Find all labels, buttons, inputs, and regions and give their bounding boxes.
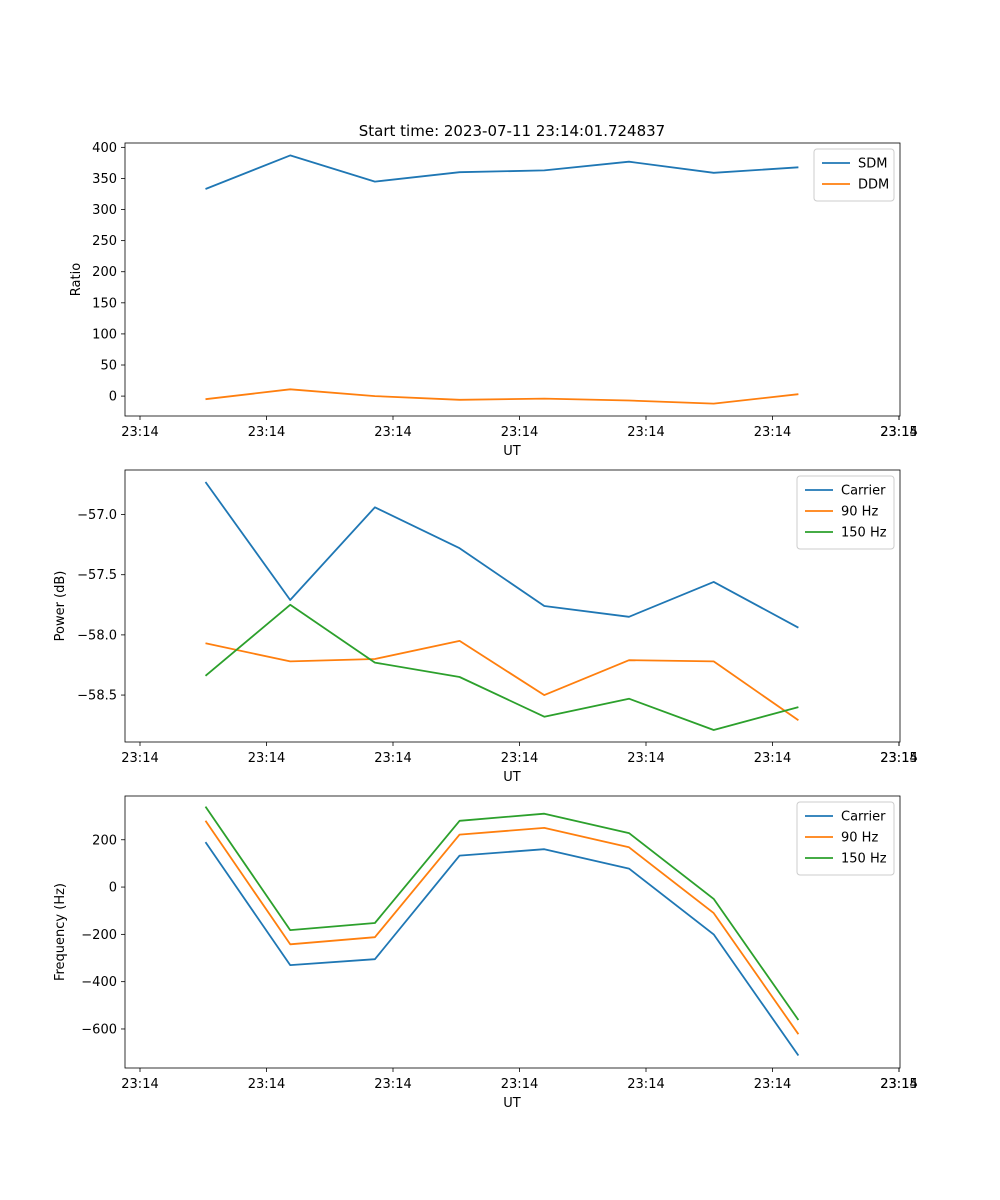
y-tick-label: −400 xyxy=(81,975,117,990)
y-tick-label: 0 xyxy=(109,390,117,405)
legend-entry: 90 Hz xyxy=(841,505,878,520)
series-line-150-hz xyxy=(204,806,800,1021)
x-tick-label: 23:15 xyxy=(880,751,917,766)
x-tick-label: 23:14 xyxy=(754,751,791,766)
x-tick-label: 23:14 xyxy=(501,1077,538,1092)
plot-frame xyxy=(124,795,901,1069)
y-tick-label: 250 xyxy=(92,234,117,249)
legend-entry: 90 Hz xyxy=(841,831,878,846)
y-tick-label: −600 xyxy=(81,1022,117,1037)
y-axis-label: Ratio xyxy=(69,263,84,296)
y-axis-label: Frequency (Hz) xyxy=(53,883,68,981)
x-tick-label: 23:14 xyxy=(627,425,664,440)
legend-entry: Carrier xyxy=(841,810,886,825)
series-line-sdm xyxy=(205,154,799,190)
legend xyxy=(796,801,895,876)
y-tick-label: 300 xyxy=(92,203,117,218)
x-tick-label: 23:14 xyxy=(121,1077,158,1092)
series-line-carrier xyxy=(204,481,799,629)
series-line-90-hz xyxy=(205,640,799,722)
legend-entry: 150 Hz xyxy=(841,526,887,541)
x-tick-label: 23:15 xyxy=(880,425,917,440)
x-tick-label: 23:14 xyxy=(627,751,664,766)
legend xyxy=(796,475,895,550)
y-tick-label: −58.5 xyxy=(77,689,117,704)
x-tick-label: 23:14 xyxy=(374,751,411,766)
series-line-90-hz xyxy=(204,820,800,1035)
y-tick-label: −57.0 xyxy=(77,508,117,523)
x-tick-label: 23:14 xyxy=(880,1077,917,1092)
x-tick-label: 23:14 xyxy=(627,1077,664,1092)
x-tick-label: 23:14 xyxy=(374,425,411,440)
series-line-carrier xyxy=(204,841,800,1057)
chart-panel-2: −58.5 −58.0 −57.5 −57.0 23:14 23:14 23:14 23:14… xyxy=(53,469,918,785)
figure-title: Start time: 2023-07-11 23:14:01.724837 xyxy=(359,122,665,140)
y-tick-label: 350 xyxy=(92,172,117,187)
x-axis-label: UT xyxy=(503,444,521,459)
y-tick-label: 400 xyxy=(92,141,117,156)
x-tick-label: 23:14 xyxy=(880,425,917,440)
legend-entry: DDM xyxy=(858,178,889,193)
legend-entry: 150 Hz xyxy=(841,852,887,867)
y-tick-label: 200 xyxy=(92,833,117,848)
legend-entry: SDM xyxy=(858,157,887,172)
x-tick-label: 23:14 xyxy=(501,751,538,766)
x-tick-label: 23:14 xyxy=(248,1077,285,1092)
y-tick-label: −200 xyxy=(81,928,117,943)
x-tick-label: 23:14 xyxy=(501,425,538,440)
x-tick-label: 23:14 xyxy=(880,751,917,766)
y-tick-label: 100 xyxy=(92,327,117,342)
x-tick-label: 23:14 xyxy=(121,751,158,766)
x-tick-label: 23:14 xyxy=(248,751,285,766)
legend-entry: Carrier xyxy=(841,484,886,499)
y-tick-label: −57.5 xyxy=(77,568,117,583)
y-tick-label: 50 xyxy=(100,359,117,374)
y-tick-label: 200 xyxy=(92,265,117,280)
x-tick-label: 23:15 xyxy=(880,1077,917,1092)
x-tick-label: 23:14 xyxy=(248,425,285,440)
x-tick-label: 23:14 xyxy=(754,1077,791,1092)
x-axis-label: UT xyxy=(503,1096,521,1111)
x-tick-label: 23:14 xyxy=(121,425,158,440)
y-axis-label: Power (dB) xyxy=(53,571,68,642)
y-tick-label: 150 xyxy=(92,296,117,311)
x-tick-label: 23:14 xyxy=(754,425,791,440)
legend xyxy=(813,148,895,202)
x-axis-label: UT xyxy=(503,770,521,785)
series-line-150-hz xyxy=(204,603,799,731)
x-tick-label: 23:14 xyxy=(374,1077,411,1092)
plot-frame xyxy=(124,142,901,417)
y-tick-label: 0 xyxy=(109,881,117,896)
series-line-ddm xyxy=(205,388,799,405)
plot-frame xyxy=(124,469,901,743)
y-tick-label: −58.0 xyxy=(77,628,117,643)
